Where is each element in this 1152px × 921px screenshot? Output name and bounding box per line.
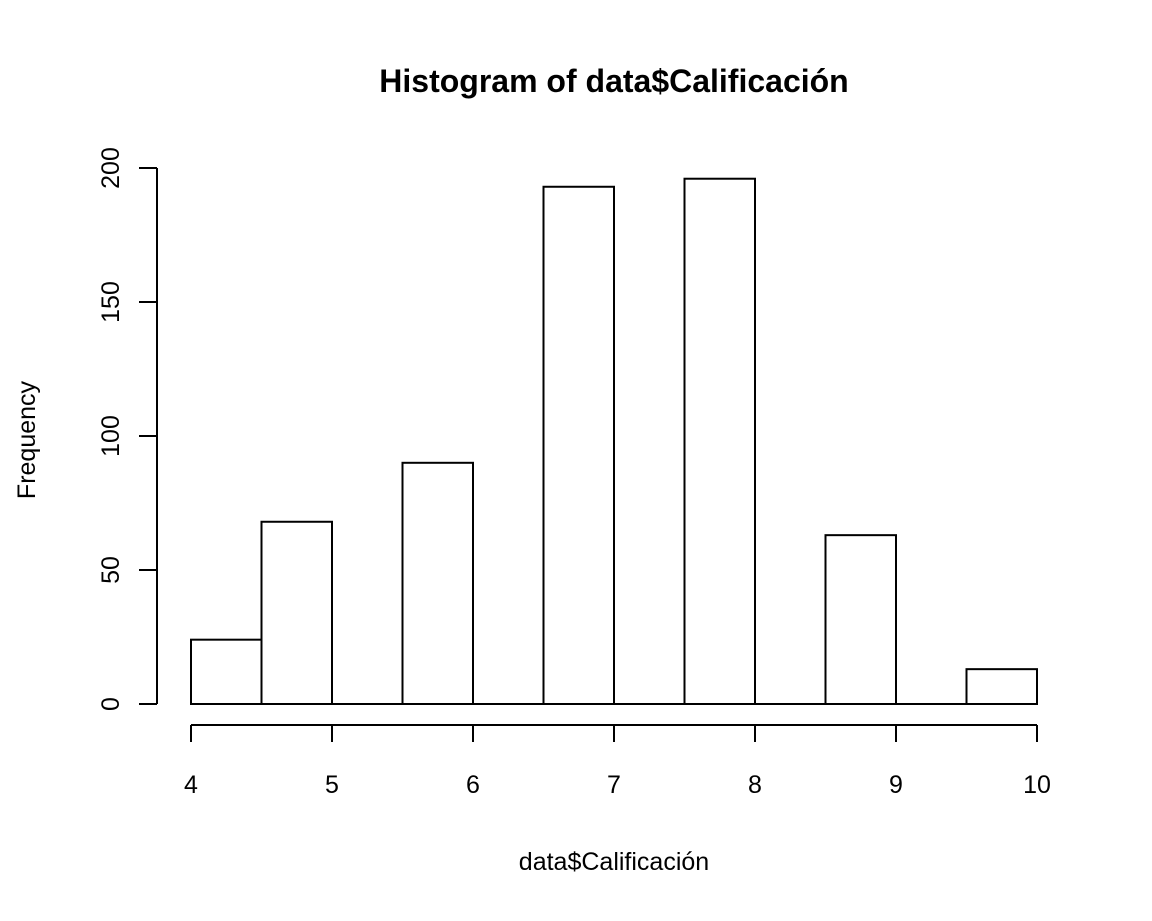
y-tick-label-50: 50 (97, 556, 125, 584)
x-axis: 4 5 6 7 8 9 10 (184, 724, 1051, 799)
y-tick-label-0: 0 (97, 697, 125, 711)
x-tick-label-8: 8 (748, 771, 762, 799)
histogram-bar-7 (683, 177, 756, 706)
y-tick-label-150: 150 (97, 281, 125, 323)
y-axis: 0 50 100 150 200 (97, 147, 158, 711)
y-tick-label-100: 100 (97, 415, 125, 457)
chart-title: Histogram of data$Calificación (379, 63, 848, 99)
x-tick-label-7: 7 (607, 771, 621, 799)
x-tick-label-5: 5 (325, 771, 339, 799)
histogram-bar-1 (260, 520, 333, 706)
histogram-bar-3 (401, 461, 474, 705)
x-axis-label: data$Calificación (519, 848, 709, 876)
x-tick-label-10: 10 (1023, 771, 1051, 799)
x-tick-label-4: 4 (184, 771, 198, 799)
bars-group (190, 177, 1038, 706)
histogram-bar-9 (824, 534, 897, 705)
y-tick-label-200: 200 (97, 147, 125, 189)
histogram-bar-11 (965, 668, 1038, 705)
y-axis-label: Frequency (13, 380, 41, 499)
x-tick-label-9: 9 (889, 771, 903, 799)
x-tick-label-6: 6 (466, 771, 480, 799)
histogram-bar-0 (190, 638, 263, 705)
histogram-bar-5 (542, 185, 615, 705)
